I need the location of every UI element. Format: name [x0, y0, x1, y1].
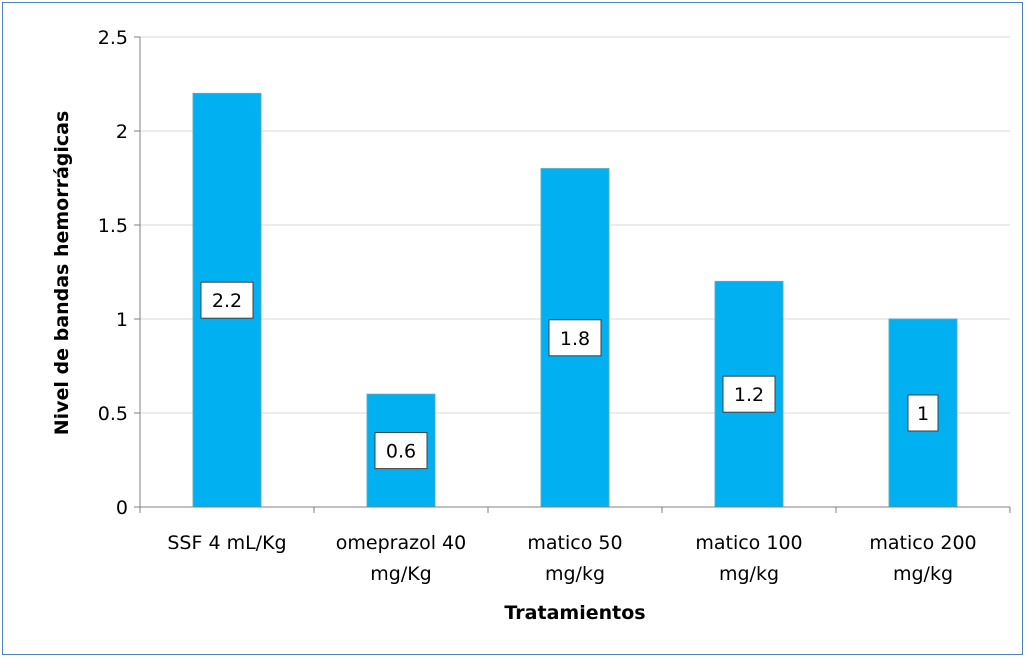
- data-label-box: [548, 319, 602, 357]
- data-label-box: [907, 394, 939, 432]
- x-category-label: mg/kg: [545, 563, 605, 585]
- data-label: 2.2: [212, 290, 242, 312]
- y-tick-labels: 0 0.5 1 1.5 2 2.5: [98, 27, 128, 519]
- x-category-labels: SSF 4 mL/Kg omeprazol 40 mg/Kg matico 50 mg/…: [167, 532, 976, 585]
- x-category-label: mg/kg: [893, 563, 953, 585]
- x-category-label: SSF 4 mL/Kg: [167, 532, 286, 554]
- x-category-label: matico 100: [695, 532, 802, 554]
- bars: [192, 92, 958, 508]
- y-axis-title: Nivel de bandas hemorrágicas: [51, 111, 73, 436]
- x-category-label: mg/kg: [719, 563, 779, 585]
- data-labels: 2.2 0.6 1.8 1.2 1: [200, 281, 939, 470]
- x-category-label: matico 50: [527, 532, 622, 554]
- y-tick-label: 1.5: [98, 215, 128, 237]
- data-label: 1.8: [560, 328, 590, 350]
- x-category-label: matico 200: [869, 532, 976, 554]
- x-axis-title: Tratamientos: [504, 602, 645, 624]
- data-label: 1.2: [734, 384, 764, 406]
- y-tick-label: 0.5: [98, 403, 128, 425]
- data-label-box: [722, 375, 776, 413]
- y-tick-label: 1: [116, 309, 128, 331]
- data-label: 1: [917, 403, 929, 425]
- y-tick-label: 0: [116, 497, 128, 519]
- data-label-box: [200, 281, 254, 319]
- x-category-label: omeprazol 40: [336, 532, 466, 554]
- x-category-label: mg/Kg: [370, 563, 432, 585]
- axes: [134, 36, 1011, 513]
- y-tick-label: 2.5: [98, 27, 128, 49]
- data-label-box: [374, 432, 428, 470]
- y-tick-label: 2: [116, 121, 128, 143]
- data-label: 0.6: [386, 441, 416, 463]
